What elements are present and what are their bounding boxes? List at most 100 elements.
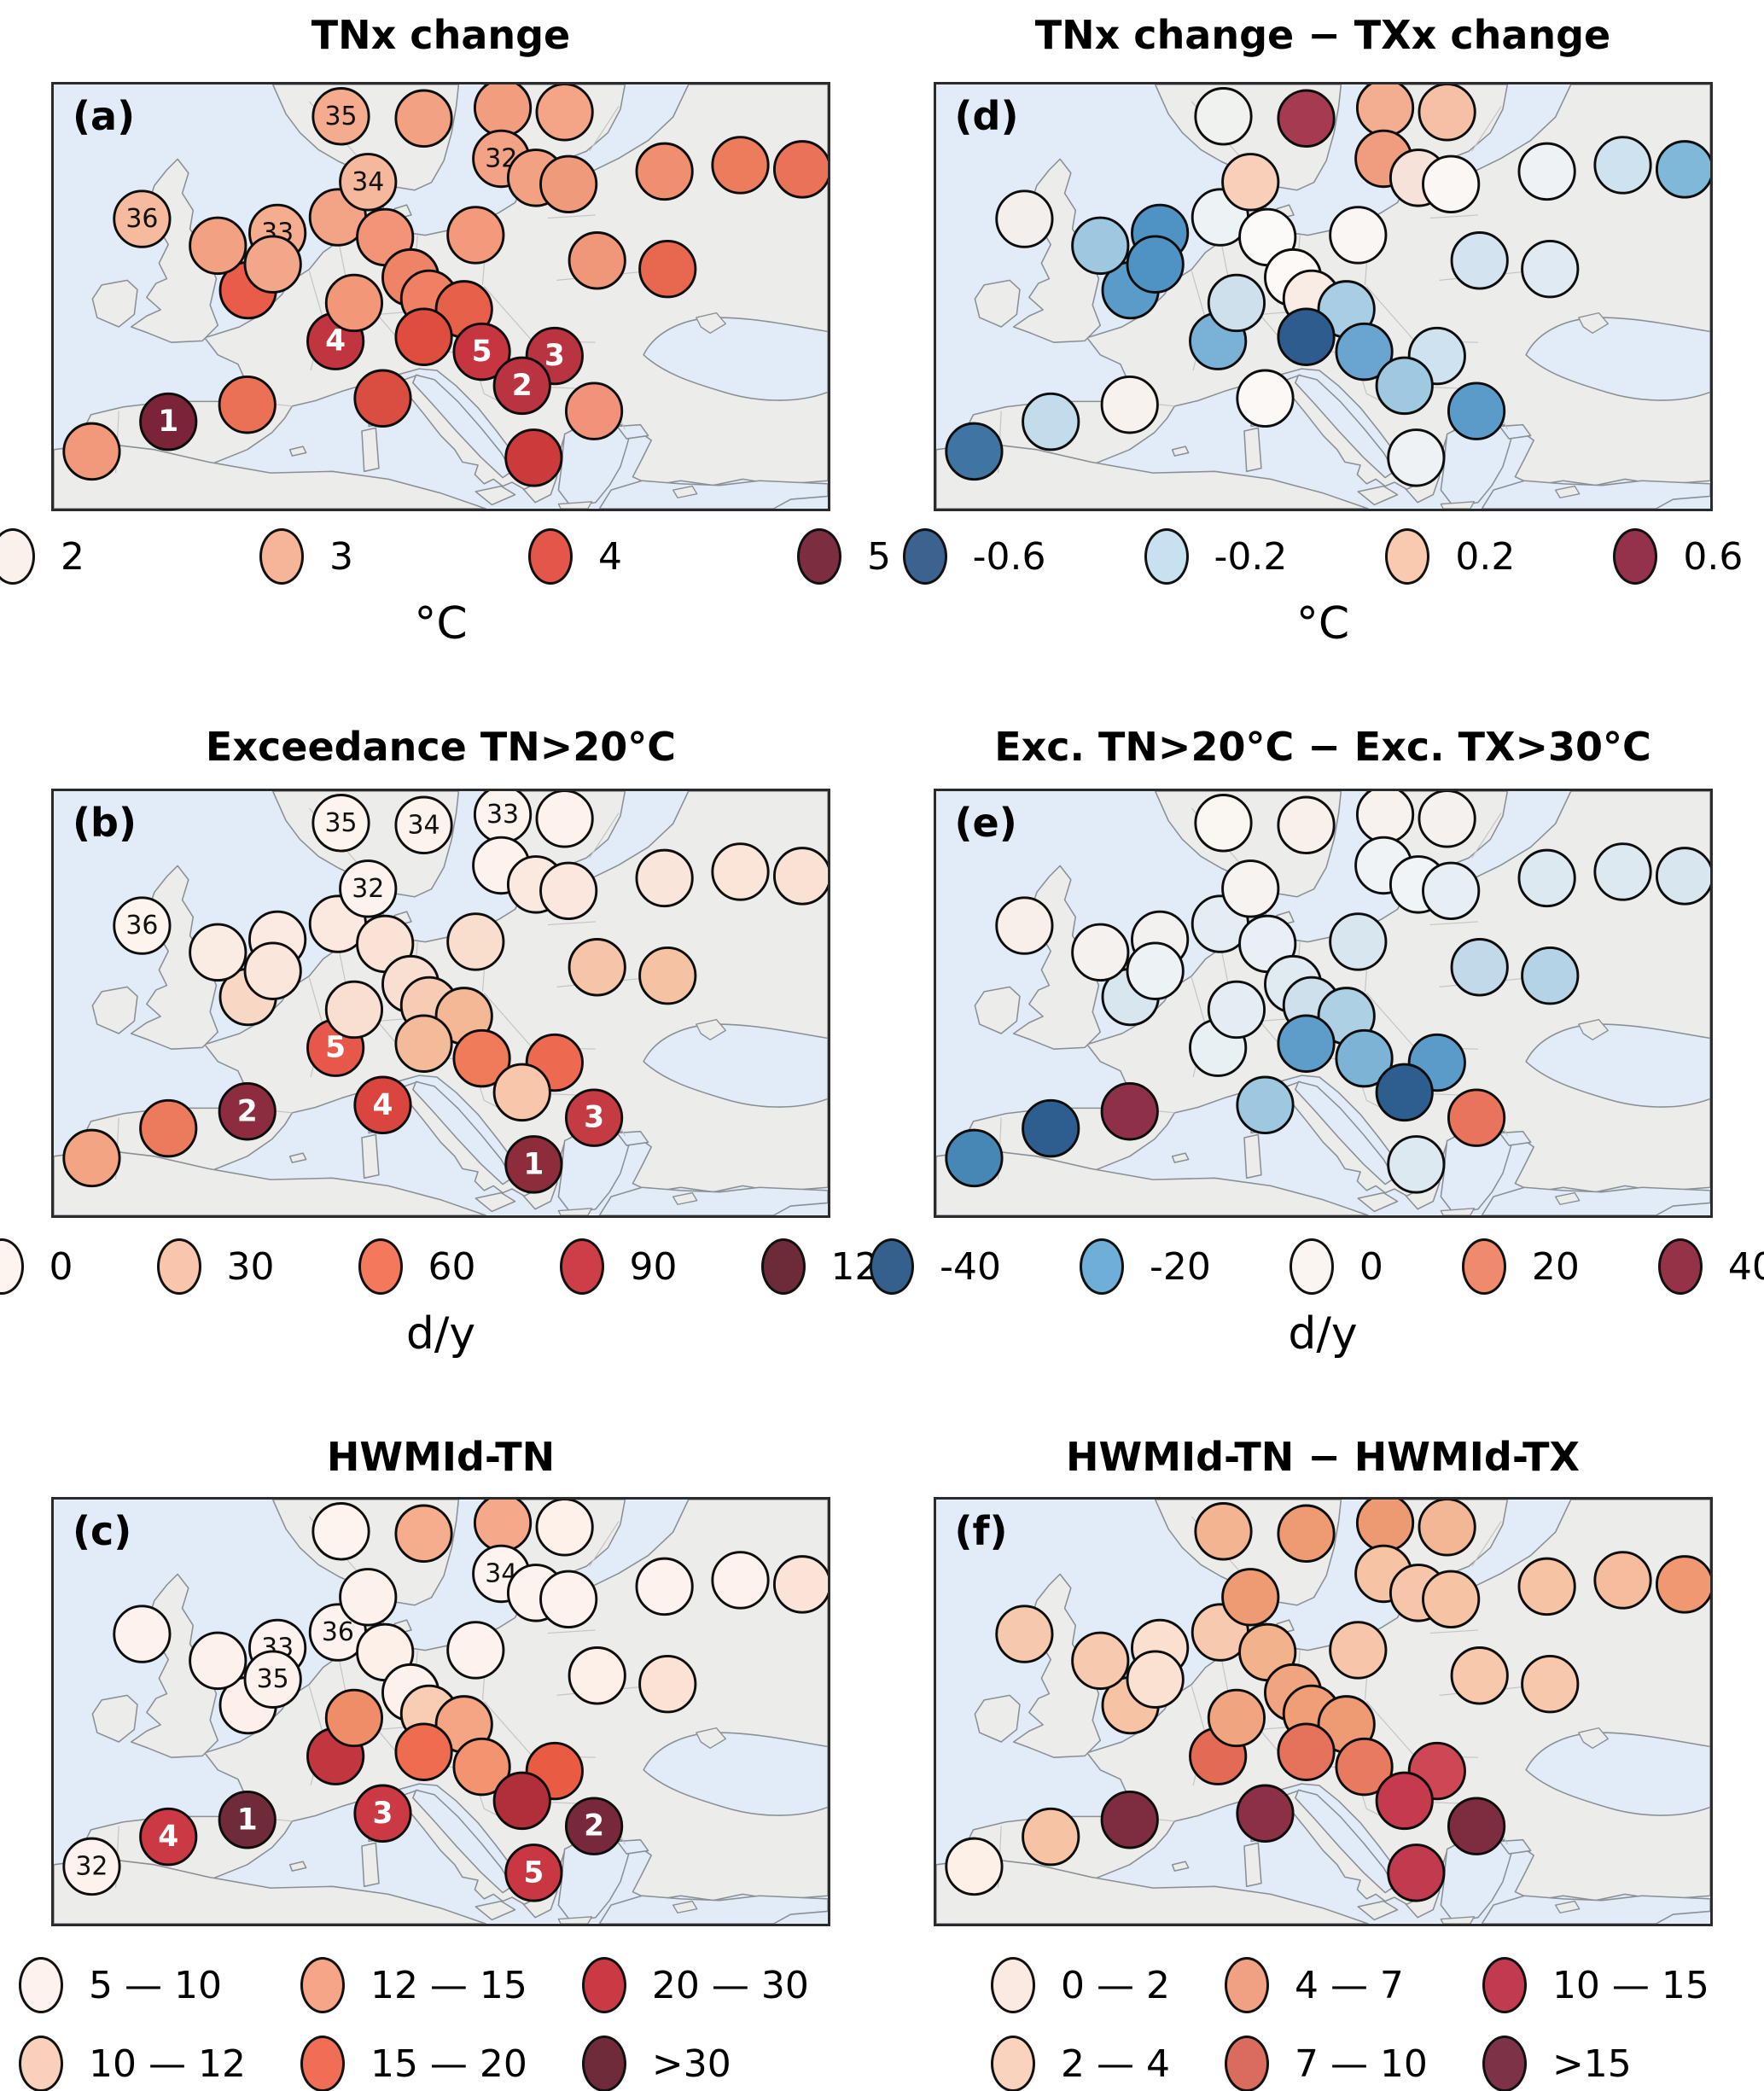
legend-label: -0.2 (1214, 534, 1288, 579)
legend-item-f-5: >15 (1482, 2036, 1709, 2091)
station-label-denmark: 32 (352, 874, 384, 904)
panel-b-map-svg: 2 36 54 3 1 35 34 33 32 (54, 791, 828, 1215)
legend-item-d-2: 0.2 (1385, 528, 1515, 585)
station-circle-norway (311, 794, 370, 853)
panel-a-title: TNx change (311, 12, 571, 58)
legend-swatch-icon (19, 1957, 63, 2013)
legend-label: 4 — 7 (1294, 1963, 1404, 2007)
station-label-romania: 3 (544, 339, 565, 373)
station-label-nw-italy: 4 (325, 324, 346, 358)
legend-swatch-icon (559, 1238, 604, 1295)
station-circle-greece (1386, 1135, 1445, 1194)
station-circle-belgium (1126, 941, 1185, 1000)
station-circle-ukraine-e (1520, 1654, 1579, 1714)
legend-item-b-2: 60 (358, 1238, 476, 1295)
station-circle-russia-w2 (1592, 136, 1652, 195)
station-circle-ireland (113, 1605, 172, 1663)
station-circle-bulgaria (492, 356, 551, 416)
station-label-spain-ne: 2 (237, 1094, 258, 1128)
station-circle-norway (1193, 87, 1253, 146)
legend-label: 20 (1531, 1244, 1580, 1289)
station-circle-russia-w3 (1655, 847, 1710, 906)
station-circle-russia-w3 (1655, 140, 1710, 199)
station-circle-ukraine-e (1520, 946, 1579, 1005)
station-circle-central-italy (353, 1784, 412, 1843)
station-circle-switzerland (324, 1688, 384, 1748)
station-circle-latvia (539, 861, 598, 921)
panel-d-legend: -0.6 -0.2 0.2 0.6 (882, 528, 1764, 585)
station-label-nw-turkey: 2 (584, 1809, 604, 1843)
station-circle-russia-w1 (635, 848, 694, 908)
legend-label: 30 (226, 1244, 275, 1289)
legend-item-e-4: 40 (1657, 1238, 1764, 1295)
panel-b-legend: 0 30 60 90 120 (0, 1238, 903, 1295)
legend-label: 90 (629, 1244, 678, 1289)
legend-swatch-icon (760, 1238, 806, 1295)
station-circle-austria-slovenia (394, 1014, 453, 1073)
station-circle-ukraine-w (568, 938, 626, 997)
station-circle-denmark (1220, 153, 1279, 212)
station-circle-belgium (243, 941, 302, 1000)
panel-b-exceedance-tn: Exceedance TN>20°C 2 36 5 4 3 1 35 34 33 32 (b) 0… (0, 693, 903, 1400)
legend-item-c-0: 5 — 10 (19, 1957, 246, 2013)
station-circle-bulgaria (1375, 1771, 1434, 1831)
station-circle-latvia (1421, 861, 1480, 921)
station-circle-austria-slovenia (394, 1722, 453, 1781)
station-circle-ukraine-e (638, 946, 697, 1005)
legend-label: 15 — 20 (370, 2041, 527, 2086)
station-circle-belgium (1126, 235, 1185, 294)
legend-label: 7 — 10 (1294, 2041, 1428, 2086)
legend-item-d-1: -0.2 (1144, 528, 1288, 585)
station-circle-belgium (1126, 1650, 1185, 1709)
panel-a-letter: (a) (73, 93, 136, 139)
legend-item-f-2: 4 — 7 (1224, 1957, 1428, 2013)
legend-item-c-3: 15 — 20 (300, 2036, 527, 2091)
station-circle-uk (189, 923, 247, 982)
legend-item-c-4: 20 — 30 (581, 1957, 809, 2013)
station-circle-central-italy (1235, 1784, 1295, 1843)
legend-swatch-icon (300, 1957, 345, 2013)
station-circle-hungary-serbia (1334, 322, 1394, 382)
panel-e-unit: d/y (1288, 1308, 1358, 1360)
station-label-sweden: 34 (408, 810, 440, 840)
station-label-nw-italy: 5 (325, 1031, 346, 1065)
station-label-finland-w: 33 (486, 800, 519, 830)
station-circle-nw-turkey (564, 1797, 624, 1855)
station-circle-hungary-serbia (1334, 1737, 1394, 1797)
station-circle-russia-w1 (635, 142, 694, 201)
panel-a-map: 1 36 33 4 5 3 2 35 32 34 (a) (51, 82, 830, 511)
legend-swatch-icon (156, 1238, 201, 1295)
legend-swatch-icon (870, 1238, 915, 1295)
legend-item-a-0: 2 (0, 528, 84, 585)
station-circle-spain-ne (218, 376, 277, 434)
legend-swatch-icon (0, 1238, 24, 1295)
station-circle-nw-turkey (1447, 1797, 1505, 1855)
station-circle-poland (1328, 206, 1387, 265)
station-circle-sweden (394, 795, 453, 854)
station-circle-finland-w (1355, 791, 1414, 844)
station-circle-hungary-serbia (452, 322, 511, 382)
station-circle-denmark (1220, 1568, 1279, 1627)
legend-label: 2 — 4 (1061, 2041, 1170, 2086)
panel-b-map: 2 36 5 4 3 1 35 34 33 32 (b) (51, 789, 830, 1218)
legend-swatch-icon (19, 2036, 63, 2091)
legend-label: >15 (1552, 2041, 1632, 2086)
legend-label: 0 (1359, 1244, 1383, 1289)
station-circle-denmark (1220, 859, 1279, 918)
panel-c-map: 32 4 1 33 35 36 3 2 5 34 (c) (51, 1497, 830, 1926)
station-circle-portugal (62, 1837, 121, 1896)
station-circle-finland-w (1355, 84, 1414, 137)
station-circle-ukraine-w (1450, 231, 1509, 290)
legend-item-f-3: 7 — 10 (1224, 2036, 1428, 2091)
panel-e-map-svg (935, 791, 1710, 1215)
legend-label: 60 (428, 1244, 476, 1289)
panel-a-legend: 2 3 4 5 (0, 528, 891, 585)
legend-swatch-icon (1461, 1238, 1506, 1295)
station-circle-ukraine-w (568, 1646, 626, 1705)
panel-b-unit: d/y (405, 1308, 476, 1360)
station-circle-russia-w3 (772, 140, 828, 199)
station-label-spain-ne: 1 (237, 1803, 258, 1837)
